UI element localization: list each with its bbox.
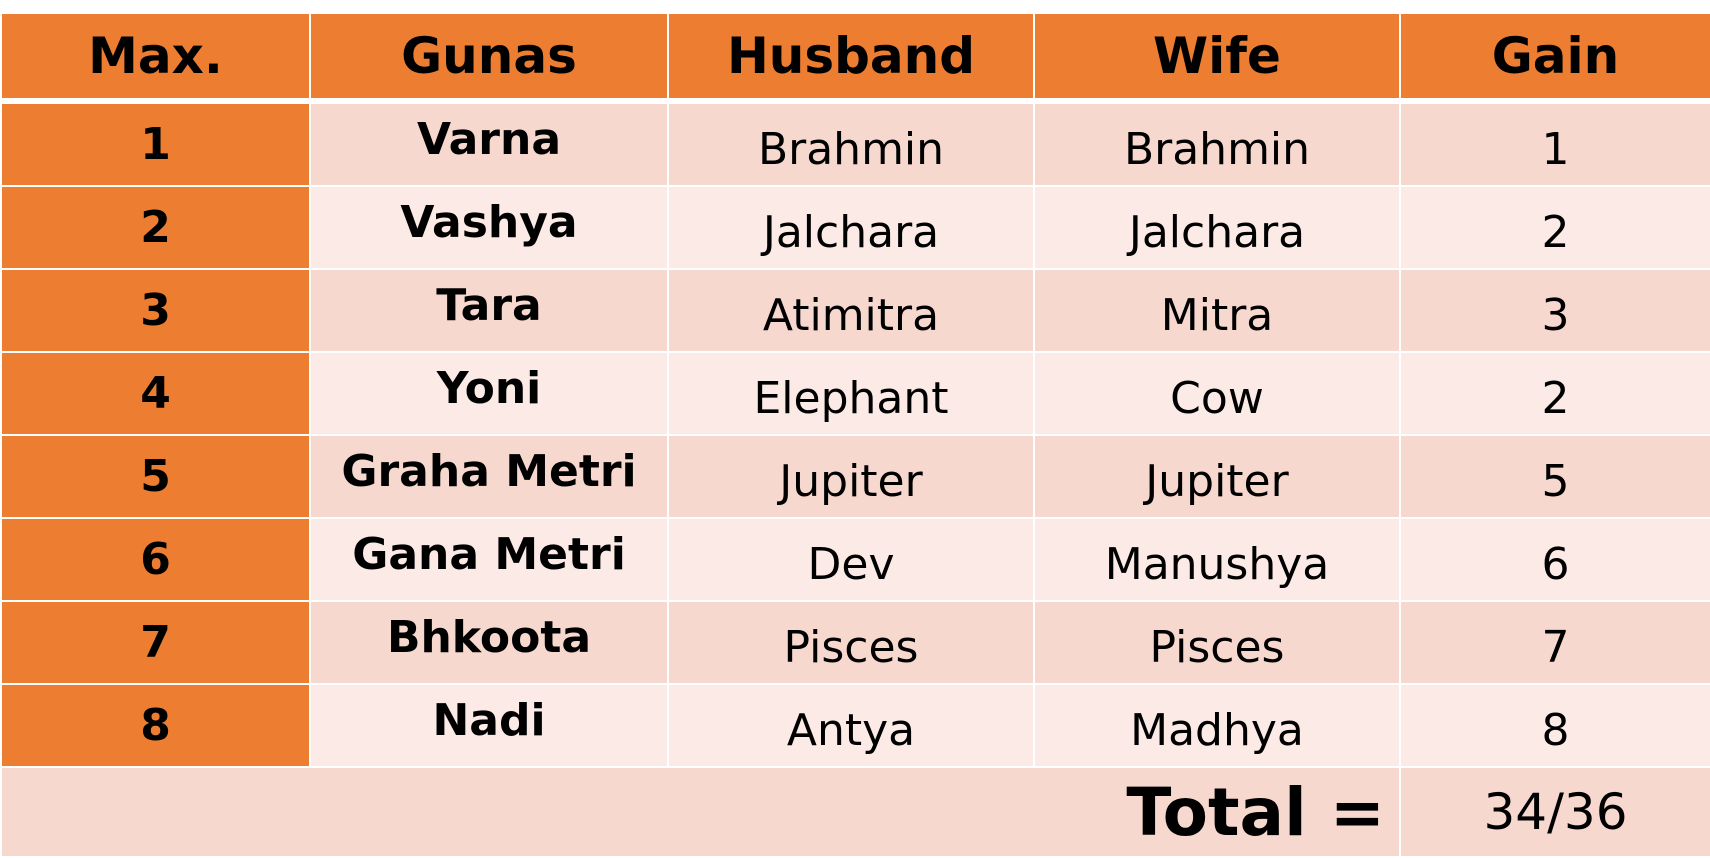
header-husband: Husband bbox=[667, 12, 1035, 104]
husband-cell: Brahmin bbox=[667, 100, 1035, 187]
header-wife: Wife bbox=[1033, 12, 1401, 104]
wife-cell: Pisces bbox=[1033, 600, 1401, 685]
husband-cell: Elephant bbox=[667, 351, 1035, 436]
gain-cell: 2 bbox=[1399, 351, 1710, 436]
table-row: 3 Tara Atimitra Mitra 3 bbox=[0, 268, 1710, 353]
total-label: Total = bbox=[0, 766, 1401, 858]
husband-cell: Pisces bbox=[667, 600, 1035, 685]
guna-cell: Nadi bbox=[309, 683, 669, 768]
wife-cell: Brahmin bbox=[1033, 100, 1401, 187]
husband-cell: Dev bbox=[667, 517, 1035, 602]
table-row: 7 Bhkoota Pisces Pisces 7 bbox=[0, 600, 1710, 685]
husband-cell: Antya bbox=[667, 683, 1035, 768]
guna-cell: Tara bbox=[309, 268, 669, 353]
guna-cell: Yoni bbox=[309, 351, 669, 436]
gain-cell: 2 bbox=[1399, 185, 1710, 270]
gain-cell: 7 bbox=[1399, 600, 1710, 685]
wife-cell: Jupiter bbox=[1033, 434, 1401, 519]
table-row: 5 Graha Metri Jupiter Jupiter 5 bbox=[0, 434, 1710, 519]
table-row: 8 Nadi Antya Madhya 8 bbox=[0, 683, 1710, 768]
total-row: Total = 34/36 bbox=[0, 766, 1710, 858]
wife-cell: Manushya bbox=[1033, 517, 1401, 602]
gain-cell: 3 bbox=[1399, 268, 1710, 353]
gain-cell: 1 bbox=[1399, 100, 1710, 187]
gain-cell: 6 bbox=[1399, 517, 1710, 602]
table-row: 1 Varna Brahmin Brahmin 1 bbox=[0, 100, 1710, 187]
guna-milan-table: Max. Gunas Husband Wife Gain 1 Varna Bra… bbox=[0, 12, 1710, 858]
husband-cell: Jalchara bbox=[667, 185, 1035, 270]
max-cell: 2 bbox=[0, 185, 311, 270]
wife-cell: Cow bbox=[1033, 351, 1401, 436]
guna-cell: Gana Metri bbox=[309, 517, 669, 602]
header-max: Max. bbox=[0, 12, 311, 104]
header-gunas: Gunas bbox=[309, 12, 669, 104]
guna-cell: Bhkoota bbox=[309, 600, 669, 685]
guna-cell: Vashya bbox=[309, 185, 669, 270]
max-cell: 4 bbox=[0, 351, 311, 436]
max-cell: 6 bbox=[0, 517, 311, 602]
wife-cell: Mitra bbox=[1033, 268, 1401, 353]
gain-cell: 8 bbox=[1399, 683, 1710, 768]
max-cell: 1 bbox=[0, 100, 311, 187]
header-gain: Gain bbox=[1399, 12, 1710, 104]
total-value: 34/36 bbox=[1399, 766, 1710, 858]
husband-cell: Atimitra bbox=[667, 268, 1035, 353]
gain-cell: 5 bbox=[1399, 434, 1710, 519]
wife-cell: Madhya bbox=[1033, 683, 1401, 768]
guna-cell: Varna bbox=[309, 100, 669, 187]
max-cell: 8 bbox=[0, 683, 311, 768]
max-cell: 3 bbox=[0, 268, 311, 353]
wife-cell: Jalchara bbox=[1033, 185, 1401, 270]
table-row: 6 Gana Metri Dev Manushya 6 bbox=[0, 517, 1710, 602]
table-row: 2 Vashya Jalchara Jalchara 2 bbox=[0, 185, 1710, 270]
husband-cell: Jupiter bbox=[667, 434, 1035, 519]
table-row: 4 Yoni Elephant Cow 2 bbox=[0, 351, 1710, 436]
max-cell: 5 bbox=[0, 434, 311, 519]
header-row: Max. Gunas Husband Wife Gain bbox=[0, 12, 1710, 104]
max-cell: 7 bbox=[0, 600, 311, 685]
guna-cell: Graha Metri bbox=[309, 434, 669, 519]
